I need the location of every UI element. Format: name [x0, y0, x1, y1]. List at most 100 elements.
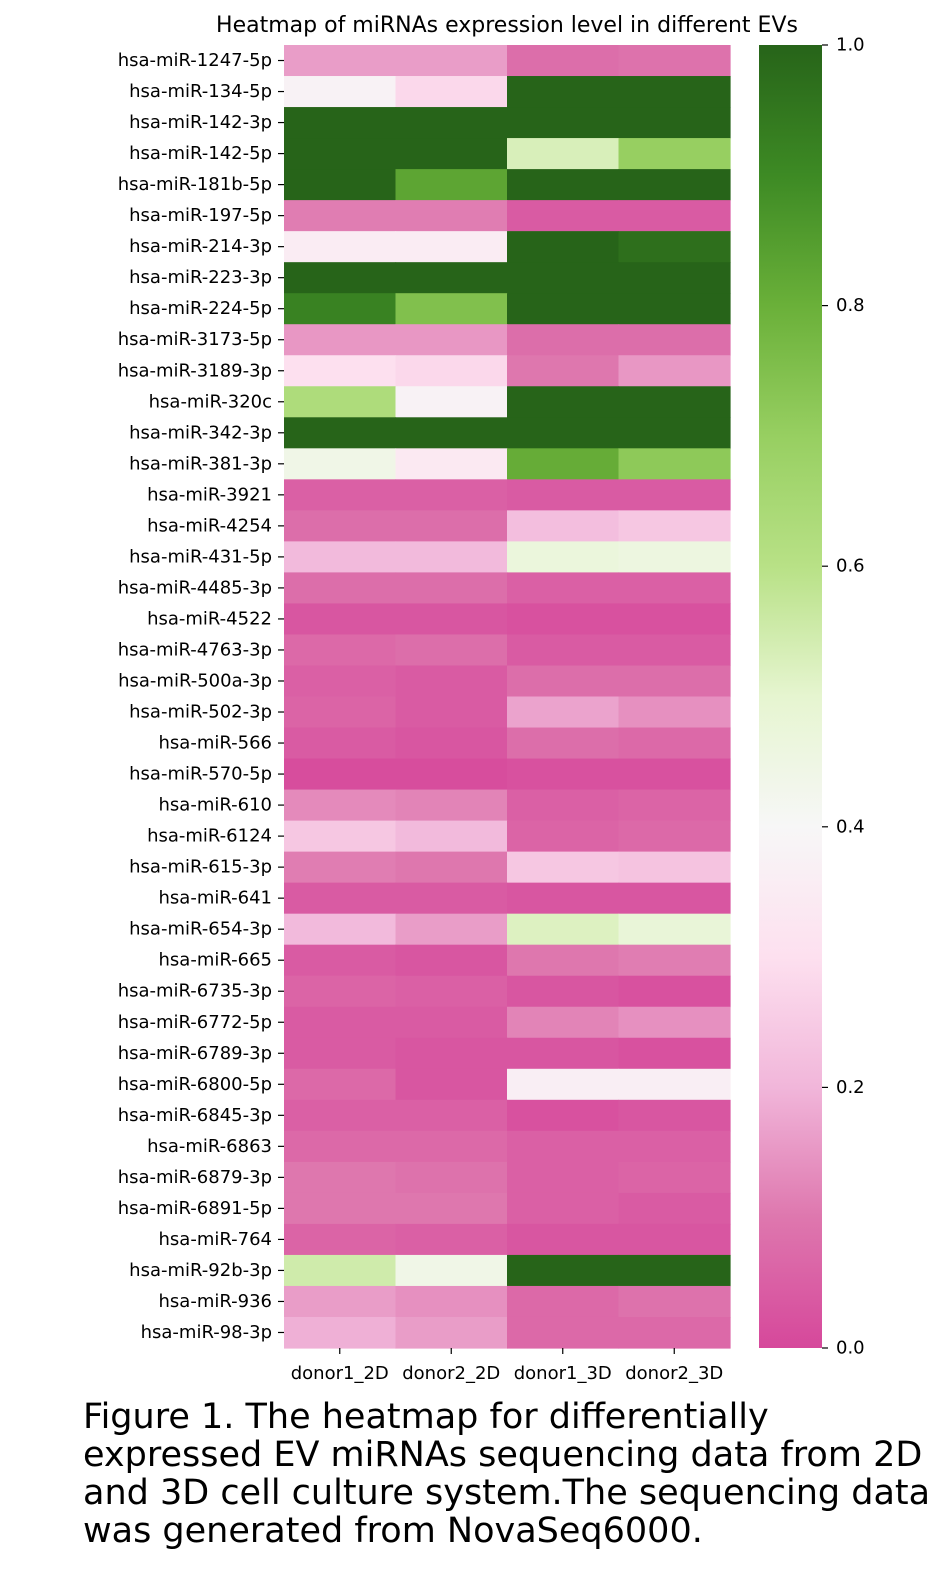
heatmap-cell: [284, 603, 397, 636]
heatmap-cell: [618, 138, 731, 170]
heatmap-cell: [395, 45, 508, 77]
colorbar-tick-label: 0.4: [836, 816, 865, 837]
heatmap-cell: [395, 293, 508, 325]
heatmap-cell: [284, 448, 397, 480]
heatmap-cell: [284, 200, 397, 232]
row-label: hsa-miR-641: [159, 888, 272, 909]
heatmap-cell: [395, 696, 508, 729]
colorbar-tick-label: 0.0: [836, 1338, 865, 1359]
heatmap-cell: [618, 200, 731, 232]
row-label: hsa-miR-142-3p: [129, 112, 272, 133]
heatmap-cell: [507, 634, 620, 667]
heatmap-cell: [284, 758, 397, 791]
heatmap-cell: [618, 355, 731, 387]
heatmap-cell: [618, 1254, 731, 1287]
heatmap-cell: [618, 386, 731, 418]
heatmap-cell: [618, 231, 731, 263]
heatmap-cell: [507, 696, 620, 729]
heatmap-cell: [284, 293, 397, 325]
heatmap-cell: [507, 448, 620, 480]
heatmap-cell: [284, 851, 397, 884]
heatmap-cell: [507, 107, 620, 139]
heatmap-cell: [284, 1192, 397, 1225]
heatmap-cell: [284, 1316, 397, 1349]
heatmap-cell: [284, 45, 397, 77]
heatmap-cell: [284, 820, 397, 853]
heatmap-cell: [507, 479, 620, 511]
heatmap-cell: [507, 138, 620, 170]
heatmap-cell: [618, 510, 731, 542]
heatmap-cell: [395, 479, 508, 511]
row-label: hsa-miR-570-5p: [129, 764, 272, 785]
heatmap-cell: [284, 138, 397, 170]
heatmap-cell: [618, 541, 731, 573]
heatmap-cell: [618, 293, 731, 325]
heatmap-cell: [618, 324, 731, 356]
row-label: hsa-miR-764: [159, 1229, 272, 1250]
heatmap-cell: [507, 975, 620, 1008]
heatmap-cell: [284, 1068, 397, 1101]
heatmap-cell: [395, 1006, 508, 1039]
heatmap-cell: [507, 603, 620, 636]
colorbar-tick-label: 0.2: [836, 1077, 865, 1098]
heatmap-cell: [618, 1099, 731, 1132]
heatmap-cell: [507, 1099, 620, 1132]
heatmap-cell: [284, 665, 397, 698]
heatmap-cell: [284, 1285, 397, 1318]
heatmap-cell: [507, 293, 620, 325]
heatmap-cell: [395, 603, 508, 636]
row-label: hsa-miR-6800-5p: [118, 1074, 272, 1095]
heatmap-cell: [284, 634, 397, 667]
heatmap-cell: [284, 355, 397, 387]
heatmap-cell: [507, 510, 620, 542]
heatmap-cell: [284, 541, 397, 573]
heatmap-cells: [284, 45, 731, 1349]
row-label: hsa-miR-320c: [149, 391, 272, 412]
heatmap-cell: [618, 1192, 731, 1225]
row-label: hsa-miR-610: [159, 795, 272, 816]
heatmap-cell: [507, 1223, 620, 1256]
heatmap-cell: [395, 1254, 508, 1287]
row-label: hsa-miR-6891-5p: [118, 1198, 272, 1219]
heatmap-cell: [507, 882, 620, 915]
heatmap-cell: [395, 913, 508, 946]
heatmap-cell: [395, 1037, 508, 1070]
heatmap-cell: [395, 262, 508, 294]
heatmap-cell: [507, 1192, 620, 1225]
row-label: hsa-miR-224-5p: [129, 298, 272, 319]
heatmap-cell: [618, 789, 731, 822]
row-label: hsa-miR-6863: [147, 1136, 272, 1157]
row-label: hsa-miR-214-3p: [129, 236, 272, 257]
heatmap-cell: [618, 727, 731, 760]
heatmap-cell: [618, 696, 731, 729]
heatmap-cell: [395, 727, 508, 760]
row-label: hsa-miR-500a-3p: [118, 670, 272, 691]
heatmap-cell: [507, 1254, 620, 1287]
row-label: hsa-miR-4763-3p: [118, 639, 272, 660]
heatmap-cell: [284, 1223, 397, 1256]
heatmap-cell: [618, 1223, 731, 1256]
column-label: donor2_2D: [402, 1363, 500, 1384]
heatmap-cell: [395, 138, 508, 170]
row-label: hsa-miR-98-3p: [141, 1322, 272, 1343]
row-label: hsa-miR-431-5p: [129, 546, 272, 567]
row-label: hsa-miR-6879-3p: [118, 1167, 272, 1188]
heatmap-cell: [507, 76, 620, 108]
heatmap-cell: [618, 479, 731, 511]
row-label: hsa-miR-615-3p: [129, 857, 272, 878]
heatmap-cell: [618, 603, 731, 636]
heatmap-cell: [395, 1316, 508, 1349]
heatmap-cell: [395, 169, 508, 201]
heatmap-cell: [284, 231, 397, 263]
heatmap-cell: [618, 572, 731, 605]
heatmap-cell: [618, 1006, 731, 1039]
heatmap-cell: [395, 975, 508, 1008]
heatmap-cell: [618, 1068, 731, 1101]
heatmap-cell: [507, 355, 620, 387]
heatmap-cell: [284, 789, 397, 822]
heatmap-cell: [507, 851, 620, 884]
heatmap-cell: [395, 1223, 508, 1256]
heatmap-cell: [618, 882, 731, 915]
heatmap-cell: [395, 510, 508, 542]
column-label: donor2_3D: [625, 1363, 723, 1384]
